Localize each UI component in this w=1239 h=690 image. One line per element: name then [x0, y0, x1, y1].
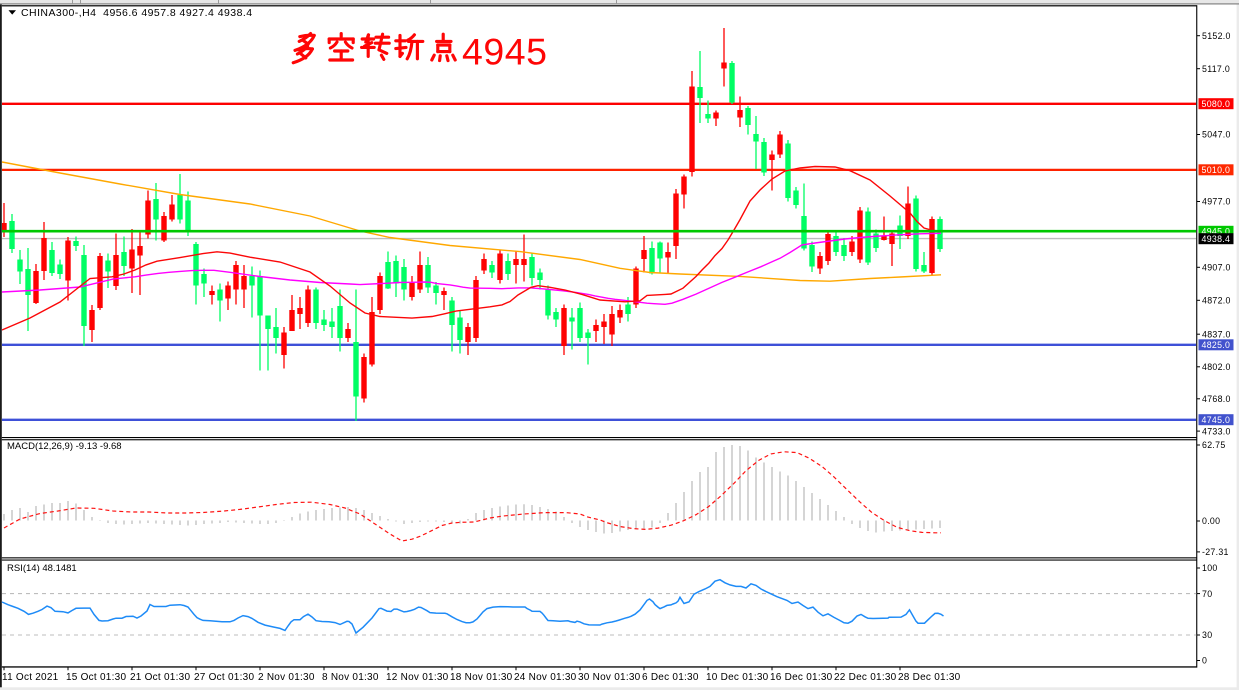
- svg-text:27 Oct 01:30: 27 Oct 01:30: [194, 672, 254, 683]
- svg-text:4938.4: 4938.4: [1202, 234, 1231, 244]
- svg-text:5047.0: 5047.0: [1202, 130, 1231, 140]
- svg-text:22 Dec 01:30: 22 Dec 01:30: [834, 672, 897, 683]
- svg-text:MACD(12,26,9) -9.13 -9.68: MACD(12,26,9) -9.13 -9.68: [7, 441, 122, 452]
- svg-text:0: 0: [1202, 656, 1207, 666]
- svg-text:62.75: 62.75: [1202, 440, 1226, 450]
- svg-text:2 Nov 01:30: 2 Nov 01:30: [258, 672, 315, 683]
- svg-text:5010.0: 5010.0: [1202, 165, 1231, 175]
- svg-text:28 Dec 01:30: 28 Dec 01:30: [898, 672, 961, 683]
- svg-text:100: 100: [1202, 563, 1218, 573]
- svg-text:30 Nov 01:30: 30 Nov 01:30: [578, 672, 641, 683]
- svg-text:4825.0: 4825.0: [1202, 340, 1231, 350]
- svg-text:-27.31: -27.31: [1202, 547, 1229, 557]
- svg-text:4945.0: 4945.0: [1202, 227, 1231, 237]
- svg-text:10 Dec 01:30: 10 Dec 01:30: [706, 672, 769, 683]
- svg-text:5080.0: 5080.0: [1202, 99, 1231, 109]
- svg-text:11 Oct 2021: 11 Oct 2021: [2, 672, 59, 683]
- svg-text:4977.0: 4977.0: [1202, 197, 1231, 207]
- svg-text:18 Nov 01:30: 18 Nov 01:30: [450, 672, 513, 683]
- svg-text:12 Nov 01:30: 12 Nov 01:30: [386, 672, 449, 683]
- svg-text:70: 70: [1202, 589, 1212, 599]
- svg-text:4802.0: 4802.0: [1202, 362, 1231, 372]
- svg-text:5152.0: 5152.0: [1202, 31, 1231, 41]
- svg-text:8 Nov 01:30: 8 Nov 01:30: [322, 672, 379, 683]
- svg-text:4745.0: 4745.0: [1202, 415, 1231, 425]
- svg-text:6 Dec 01:30: 6 Dec 01:30: [642, 672, 699, 683]
- svg-text:30: 30: [1202, 630, 1212, 640]
- svg-text:4768.0: 4768.0: [1202, 394, 1231, 404]
- svg-text:16 Dec 01:30: 16 Dec 01:30: [770, 672, 833, 683]
- svg-text:4907.0: 4907.0: [1202, 263, 1231, 273]
- svg-text:RSI(14) 48.1481: RSI(14) 48.1481: [7, 563, 77, 574]
- svg-text:4837.0: 4837.0: [1202, 329, 1231, 339]
- svg-text:4733.0: 4733.0: [1202, 426, 1231, 436]
- svg-text:5117.0: 5117.0: [1202, 64, 1230, 74]
- svg-text:24 Nov 01:30: 24 Nov 01:30: [514, 672, 577, 683]
- svg-text:0.00: 0.00: [1202, 516, 1220, 526]
- svg-text:21 Oct 01:30: 21 Oct 01:30: [130, 672, 190, 683]
- svg-text:4872.0: 4872.0: [1202, 296, 1231, 306]
- svg-text:15 Oct 01:30: 15 Oct 01:30: [66, 672, 126, 683]
- svg-text:4945: 4945: [462, 31, 547, 73]
- svg-text:CHINA300-,H4 4956.6 4957.8 49: CHINA300-,H4 4956.6 4957.8 4927.4 4938.4: [21, 7, 253, 19]
